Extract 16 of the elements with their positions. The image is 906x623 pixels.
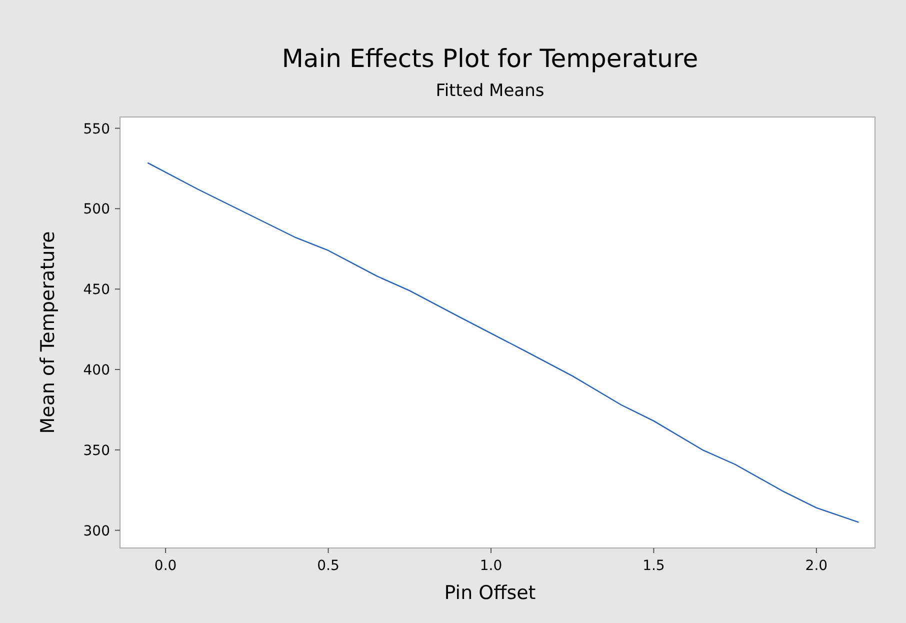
x-tick-label: 0.5: [317, 558, 340, 574]
y-tick-label: 550: [83, 121, 110, 138]
chart-subtitle: Fitted Means: [436, 81, 544, 101]
y-tick-label: 300: [83, 523, 110, 540]
x-axis-title: Pin Offset: [444, 582, 536, 604]
x-tick-label: 1.5: [642, 558, 665, 574]
y-tick-label: 350: [83, 442, 110, 459]
y-tick-label: 400: [83, 362, 110, 378]
chart-title: Main Effects Plot for Temperature: [282, 44, 698, 73]
y-tick-label: 500: [83, 202, 110, 218]
x-tick-label: 0.0: [154, 558, 177, 574]
line-series: [147, 162, 860, 523]
x-tick-label: 1.0: [480, 558, 502, 574]
x-tick-label: 2.0: [805, 558, 828, 574]
y-tick-label: 450: [83, 282, 110, 298]
y-axis-title: Mean of Temperature: [37, 231, 59, 434]
